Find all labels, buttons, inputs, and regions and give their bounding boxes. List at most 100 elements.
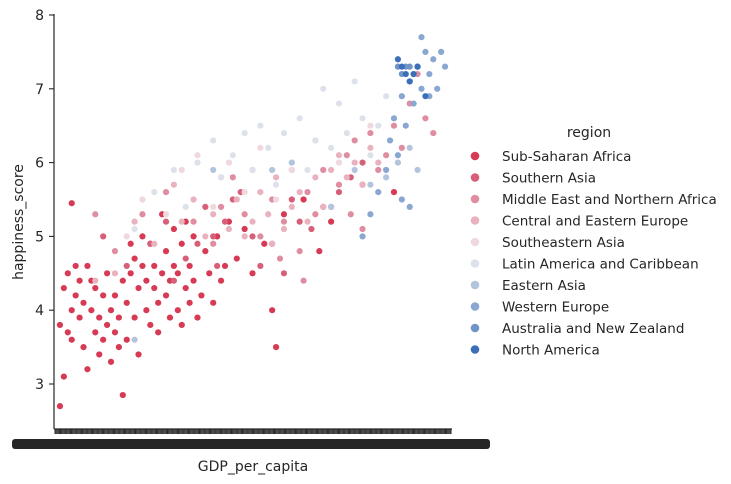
data-point: [351, 166, 358, 174]
data-point: [162, 189, 170, 196]
data-point: [261, 240, 268, 247]
data-point: [249, 233, 256, 240]
data-point: [343, 129, 350, 137]
data-point: [210, 233, 217, 240]
data-point: [351, 137, 358, 144]
data-point: [241, 211, 248, 218]
data-point: [233, 255, 240, 262]
data-point: [265, 211, 272, 218]
data-point: [312, 137, 319, 144]
data-point: [241, 189, 248, 196]
data-point: [162, 218, 170, 225]
data-point: [111, 248, 119, 255]
data-point: [210, 240, 217, 247]
data-point: [359, 115, 366, 122]
legend-marker: [470, 237, 480, 247]
data-point: [383, 152, 390, 159]
x-ticks: [12, 429, 490, 449]
data-point: [139, 196, 146, 203]
y-tick-label: 4: [35, 303, 44, 319]
data-point: [257, 144, 264, 151]
data-point: [182, 203, 189, 210]
data-point: [351, 78, 358, 85]
data-point: [288, 203, 295, 210]
data-point: [335, 159, 343, 166]
data-point: [100, 336, 107, 343]
data-point: [119, 391, 126, 399]
data-point: [131, 255, 138, 262]
data-point: [139, 233, 146, 240]
data-point: [68, 336, 75, 343]
y-axis-label: happiness_score: [11, 164, 27, 280]
data-point: [359, 233, 366, 240]
data-point: [434, 85, 441, 92]
data-point: [280, 225, 288, 233]
data-point: [414, 166, 421, 174]
data-point: [178, 240, 185, 247]
data-point: [265, 144, 272, 151]
data-point: [328, 166, 335, 174]
data-point: [135, 284, 142, 292]
data-point: [103, 270, 111, 277]
data-point: [316, 248, 323, 255]
data-point: [182, 255, 189, 262]
data-point: [280, 270, 288, 277]
data-point: [155, 299, 162, 306]
data-point: [92, 211, 99, 218]
data-point: [143, 307, 150, 314]
data-point: [280, 218, 288, 225]
data-point: [257, 122, 264, 129]
data-point: [210, 203, 217, 210]
data-point: [328, 203, 335, 210]
data-point: [166, 314, 174, 321]
data-point: [162, 248, 170, 255]
data-point: [210, 211, 217, 218]
data-point: [80, 344, 87, 351]
data-point: [202, 248, 209, 255]
data-point: [328, 218, 335, 225]
data-point: [386, 137, 394, 144]
data-point: [111, 270, 119, 277]
legend-marker: [470, 151, 480, 161]
data-point: [190, 218, 197, 225]
legend-label: Latin America and Caribbean: [502, 257, 699, 273]
data-point: [217, 203, 225, 210]
data-point: [406, 63, 413, 70]
data-point: [170, 277, 177, 284]
data-point: [64, 329, 71, 336]
data-point: [269, 240, 276, 247]
legend-label: Western Europe: [502, 300, 609, 316]
data-point: [359, 181, 366, 188]
data-point: [119, 277, 126, 284]
data-point: [328, 144, 335, 151]
data-point: [170, 225, 177, 233]
data-point: [383, 166, 390, 174]
legend-label: Australia and New Zealand: [502, 321, 684, 337]
data-point: [272, 174, 280, 181]
data-point: [296, 189, 303, 196]
data-point: [430, 56, 437, 63]
data-point: [351, 159, 358, 166]
legend-label: Southeastern Asia: [502, 235, 625, 251]
data-point: [249, 218, 256, 225]
data-point: [312, 211, 319, 218]
data-point: [174, 270, 181, 277]
data-point: [390, 122, 398, 129]
data-point: [335, 189, 343, 196]
data-point: [418, 34, 425, 41]
data-point: [320, 85, 327, 92]
data-point: [367, 181, 374, 188]
data-point: [178, 218, 185, 225]
data-point: [438, 48, 445, 56]
data-point: [229, 152, 236, 159]
data-point: [178, 321, 185, 329]
data-point: [383, 174, 390, 181]
data-point: [280, 129, 288, 137]
data-point: [375, 166, 382, 174]
data-point: [88, 307, 95, 314]
series-6: [131, 144, 421, 343]
data-point: [162, 211, 170, 218]
data-point: [68, 200, 75, 207]
data-point: [194, 314, 201, 321]
data-point: [304, 218, 311, 225]
